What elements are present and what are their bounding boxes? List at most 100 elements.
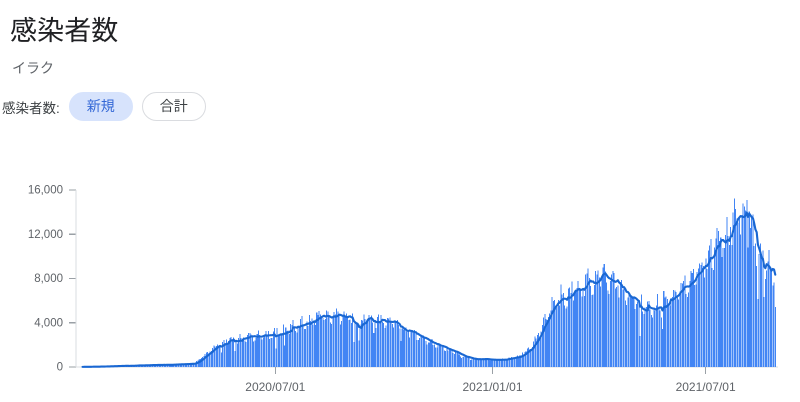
bar[interactable] [572,300,574,367]
bar[interactable] [534,336,536,367]
bar[interactable] [622,289,624,367]
bar[interactable] [264,334,266,367]
bar[interactable] [329,322,331,367]
bar[interactable] [341,320,343,367]
bar[interactable] [383,322,385,367]
cases-bar-chart[interactable]: 0 4,000 8,000 12,000 16,000 2020/07/01 2021/0… [0,168,800,402]
bar[interactable] [275,348,277,367]
bar[interactable] [514,358,516,367]
bar[interactable] [300,319,302,367]
bar[interactable] [369,318,371,367]
bar[interactable] [228,341,230,367]
bar[interactable] [165,365,167,367]
bar[interactable] [321,318,323,367]
bar[interactable] [564,305,566,367]
bar[interactable] [451,351,453,367]
bar[interactable] [555,308,557,367]
bar[interactable] [676,297,678,367]
bar[interactable] [509,357,511,367]
bar[interactable] [685,293,687,367]
bar[interactable] [359,324,361,367]
bar[interactable] [245,342,247,367]
bar[interactable] [648,301,650,367]
bar[interactable] [652,317,654,367]
bar[interactable] [495,360,497,367]
bar[interactable] [402,329,404,367]
bar[interactable] [323,320,325,367]
bar[interactable] [177,364,179,367]
bar[interactable] [286,330,288,367]
bar[interactable] [384,327,386,367]
bar[interactable] [528,347,530,367]
bar[interactable] [659,310,661,367]
bar[interactable] [738,216,740,367]
bar[interactable] [432,344,434,367]
bar[interactable] [492,359,494,368]
bar[interactable] [280,333,282,367]
bar[interactable] [679,291,681,367]
bar[interactable] [498,360,500,367]
bar[interactable] [393,327,395,367]
bar[interactable] [497,359,499,367]
bar[interactable] [181,363,183,367]
bar[interactable] [269,338,271,367]
bar[interactable] [287,330,289,367]
bar[interactable] [608,294,610,367]
bar[interactable] [699,263,701,367]
bar[interactable] [400,341,402,367]
bar[interactable] [458,354,460,367]
bar[interactable] [488,360,490,367]
bar[interactable] [391,324,393,367]
bar[interactable] [339,324,341,367]
bar[interactable] [671,297,673,367]
bar[interactable] [357,323,359,367]
bar[interactable] [487,359,489,367]
bar[interactable] [595,271,597,367]
bar[interactable] [758,254,760,367]
bar[interactable] [407,330,409,367]
bar[interactable] [272,331,274,367]
bar[interactable] [554,299,556,367]
bar[interactable] [545,319,547,367]
bar[interactable] [680,282,682,367]
bar[interactable] [767,261,769,367]
bar[interactable] [312,324,314,367]
bar[interactable] [536,335,538,367]
bar[interactable] [411,330,413,367]
chart-container[interactable]: 0 4,000 8,000 12,000 16,000 2020/07/01 2021/0… [0,168,800,402]
bar[interactable] [425,341,427,367]
bar[interactable] [660,317,662,367]
bar[interactable] [665,296,667,367]
bar[interactable] [307,326,309,367]
bar[interactable] [692,269,694,367]
bar[interactable] [619,281,621,367]
bar[interactable] [603,264,605,367]
bar[interactable] [412,333,414,367]
bar[interactable] [592,294,594,367]
bar[interactable] [375,327,377,367]
bar[interactable] [416,339,418,367]
bar[interactable] [681,283,683,367]
bar[interactable] [632,296,634,367]
bar[interactable] [370,315,372,367]
bar[interactable] [179,364,181,367]
bar[interactable] [244,340,246,367]
bar[interactable] [557,300,559,367]
bar[interactable] [227,344,229,367]
bar[interactable] [531,347,533,367]
bar[interactable] [191,363,193,367]
bar[interactable] [436,347,438,367]
bar[interactable] [371,322,374,367]
bar[interactable] [581,296,583,367]
bar[interactable] [706,269,708,367]
bar[interactable] [618,297,620,367]
bar[interactable] [643,314,645,367]
bar[interactable] [417,339,419,367]
bar[interactable] [570,293,572,367]
bar[interactable] [678,299,680,367]
bar[interactable] [215,346,217,367]
bar[interactable] [504,359,506,367]
bar[interactable] [394,321,396,367]
bar[interactable] [606,282,608,367]
bar[interactable] [373,333,375,367]
